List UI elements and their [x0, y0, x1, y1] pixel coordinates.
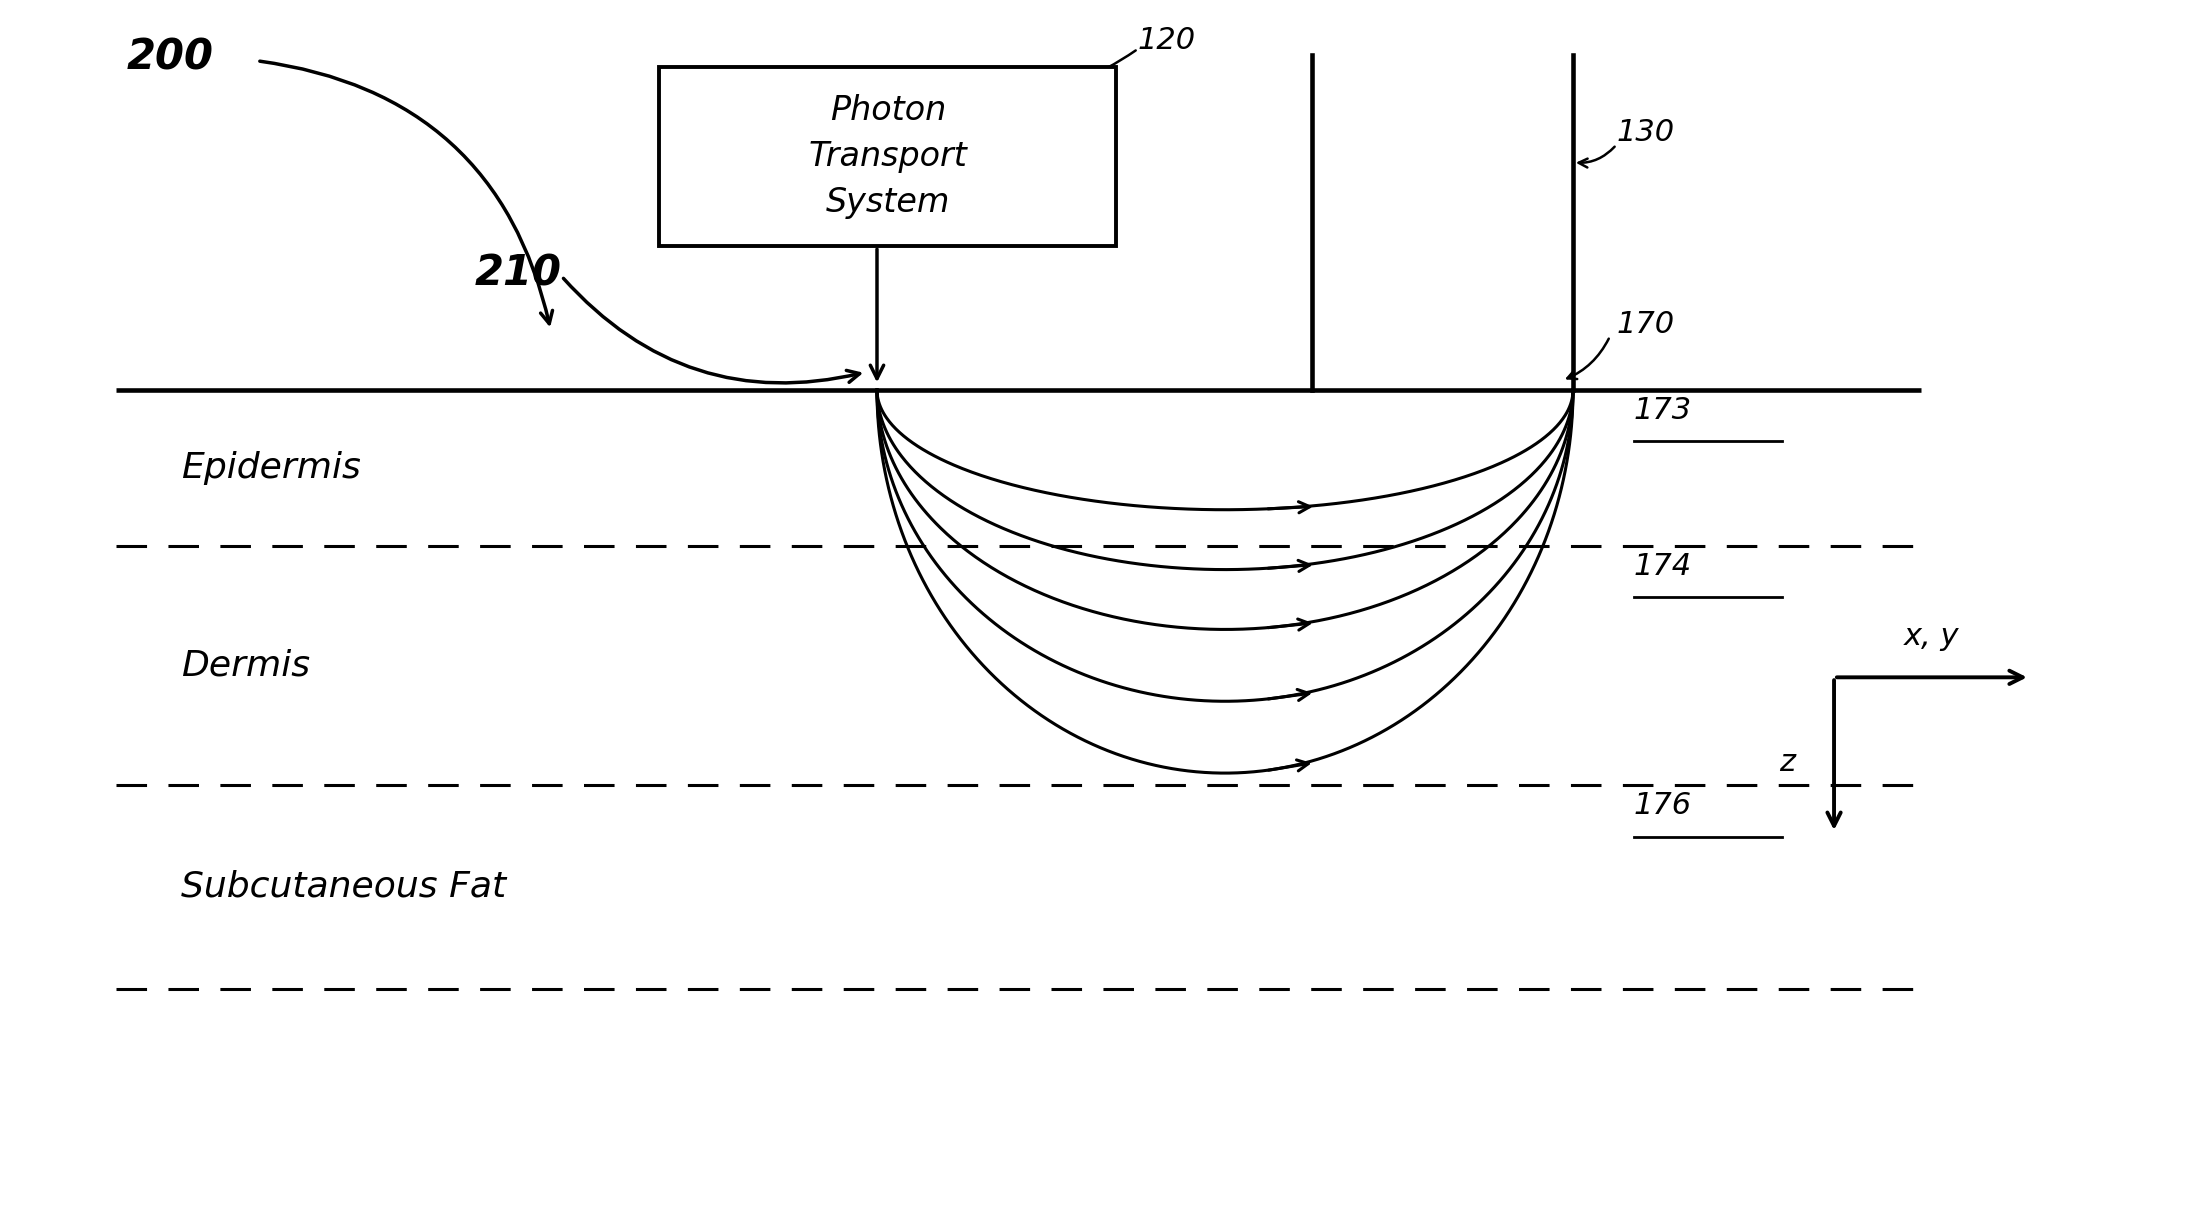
Text: Dermis: Dermis	[182, 648, 311, 682]
Text: 173: 173	[1633, 396, 1692, 425]
Text: x, y: x, y	[1904, 622, 1959, 652]
Text: 130: 130	[1615, 119, 1675, 148]
Text: Subcutaneous Fat: Subcutaneous Fat	[182, 869, 506, 903]
Text: Epidermis: Epidermis	[182, 450, 361, 484]
Text: z: z	[1780, 748, 1795, 777]
Text: 200: 200	[127, 36, 215, 79]
Text: Photon
Transport
System: Photon Transport System	[808, 94, 968, 219]
FancyBboxPatch shape	[659, 67, 1116, 246]
Text: 170: 170	[1615, 310, 1675, 339]
Text: 210: 210	[475, 252, 563, 294]
Text: 120: 120	[1138, 25, 1195, 54]
Text: 174: 174	[1633, 552, 1692, 580]
Text: 176: 176	[1633, 791, 1692, 820]
